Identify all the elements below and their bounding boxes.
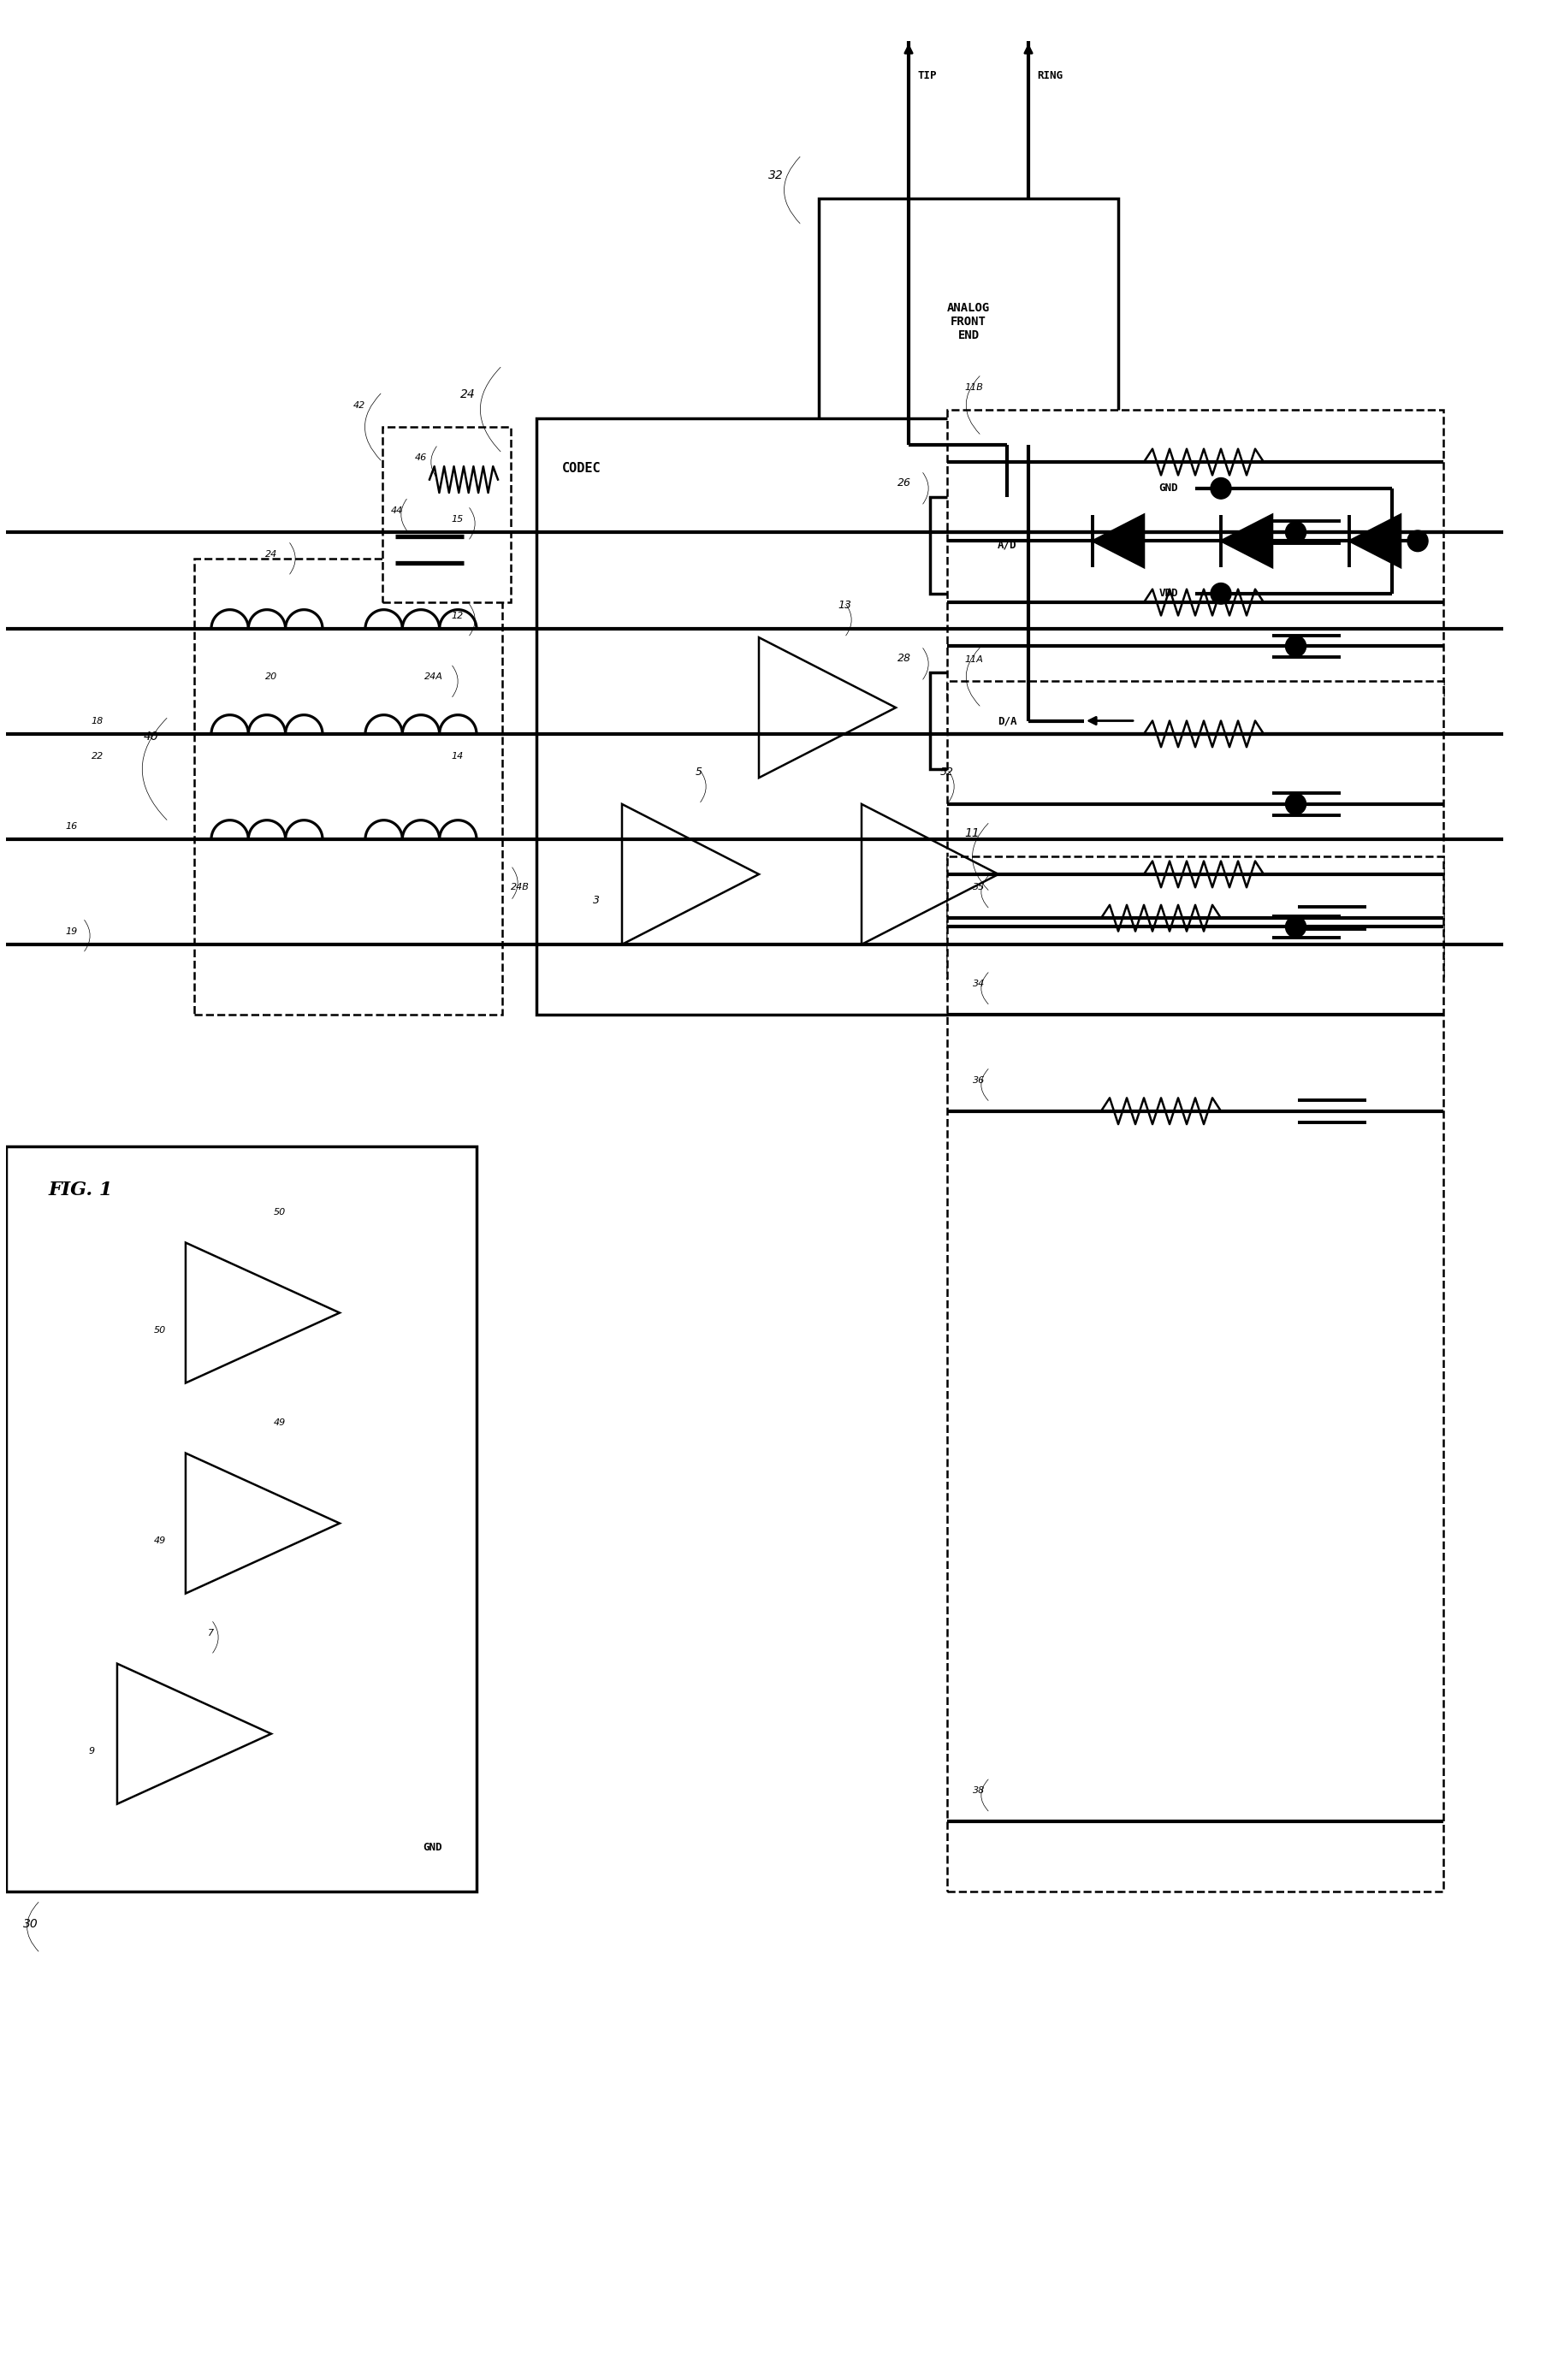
Circle shape <box>1285 793 1307 814</box>
Text: 44: 44 <box>391 507 404 514</box>
Circle shape <box>1285 916 1307 938</box>
Text: 50: 50 <box>273 1207 286 1216</box>
Circle shape <box>1285 521 1307 543</box>
Text: 3: 3 <box>593 895 599 907</box>
Text: 16: 16 <box>65 821 78 831</box>
Text: 13: 13 <box>838 600 852 612</box>
Text: 26: 26 <box>897 478 911 488</box>
Polygon shape <box>1093 514 1144 566</box>
Text: CODEC: CODEC <box>562 462 601 476</box>
Text: D/A: D/A <box>998 716 1017 726</box>
Text: 9: 9 <box>88 1747 95 1756</box>
Text: 49: 49 <box>154 1537 166 1545</box>
Bar <box>819 200 1119 445</box>
Text: 49: 49 <box>273 1418 286 1428</box>
Text: 52: 52 <box>941 766 954 778</box>
Polygon shape <box>1221 514 1273 566</box>
Text: 24B: 24B <box>511 883 529 892</box>
Bar <box>537 419 1221 1014</box>
Text: 11A: 11A <box>964 654 982 664</box>
Text: 32: 32 <box>768 169 784 181</box>
Text: 5: 5 <box>695 766 703 778</box>
Text: 12: 12 <box>452 612 462 619</box>
Text: 36: 36 <box>973 1076 986 1085</box>
Bar <box>194 559 503 1014</box>
Text: 15: 15 <box>452 514 462 524</box>
Text: 35: 35 <box>973 883 986 892</box>
Polygon shape <box>1349 514 1400 566</box>
Text: 19: 19 <box>65 928 78 935</box>
Text: ANALOG
FRONT
END: ANALOG FRONT END <box>947 302 990 343</box>
Text: GND: GND <box>424 1842 442 1854</box>
Text: 40: 40 <box>144 731 158 743</box>
Text: 24: 24 <box>461 388 475 400</box>
Text: 18: 18 <box>92 716 104 726</box>
Circle shape <box>1211 478 1231 500</box>
Text: 38: 38 <box>973 1787 986 1795</box>
Circle shape <box>1408 531 1428 552</box>
Circle shape <box>1211 583 1231 605</box>
Bar <box>930 497 1083 593</box>
Text: 46: 46 <box>414 455 427 462</box>
Text: 24A: 24A <box>424 674 444 681</box>
Text: 7: 7 <box>208 1628 214 1637</box>
Text: 50: 50 <box>154 1326 166 1335</box>
Bar <box>930 674 1083 769</box>
Bar <box>6 1147 476 1892</box>
Text: 30: 30 <box>23 1918 39 1930</box>
Text: 11: 11 <box>964 828 979 840</box>
Text: RING: RING <box>1037 71 1063 81</box>
Text: 22: 22 <box>92 752 104 759</box>
Circle shape <box>1285 635 1307 657</box>
Text: 28: 28 <box>897 652 911 664</box>
Bar <box>382 426 511 602</box>
Bar <box>947 681 1443 981</box>
Text: 42: 42 <box>354 400 365 409</box>
Text: 20: 20 <box>265 674 278 681</box>
Text: 34: 34 <box>973 981 986 988</box>
Text: 11B: 11B <box>964 383 982 393</box>
Bar <box>947 409 1443 700</box>
Text: VDD: VDD <box>1159 588 1178 600</box>
Text: 14: 14 <box>452 752 462 759</box>
Text: GND: GND <box>1159 483 1178 495</box>
Bar <box>947 857 1443 1892</box>
Text: A/D: A/D <box>998 540 1017 550</box>
Text: FIG. 1: FIG. 1 <box>48 1180 113 1200</box>
Text: 24: 24 <box>265 550 278 559</box>
Text: TIP: TIP <box>917 71 936 81</box>
